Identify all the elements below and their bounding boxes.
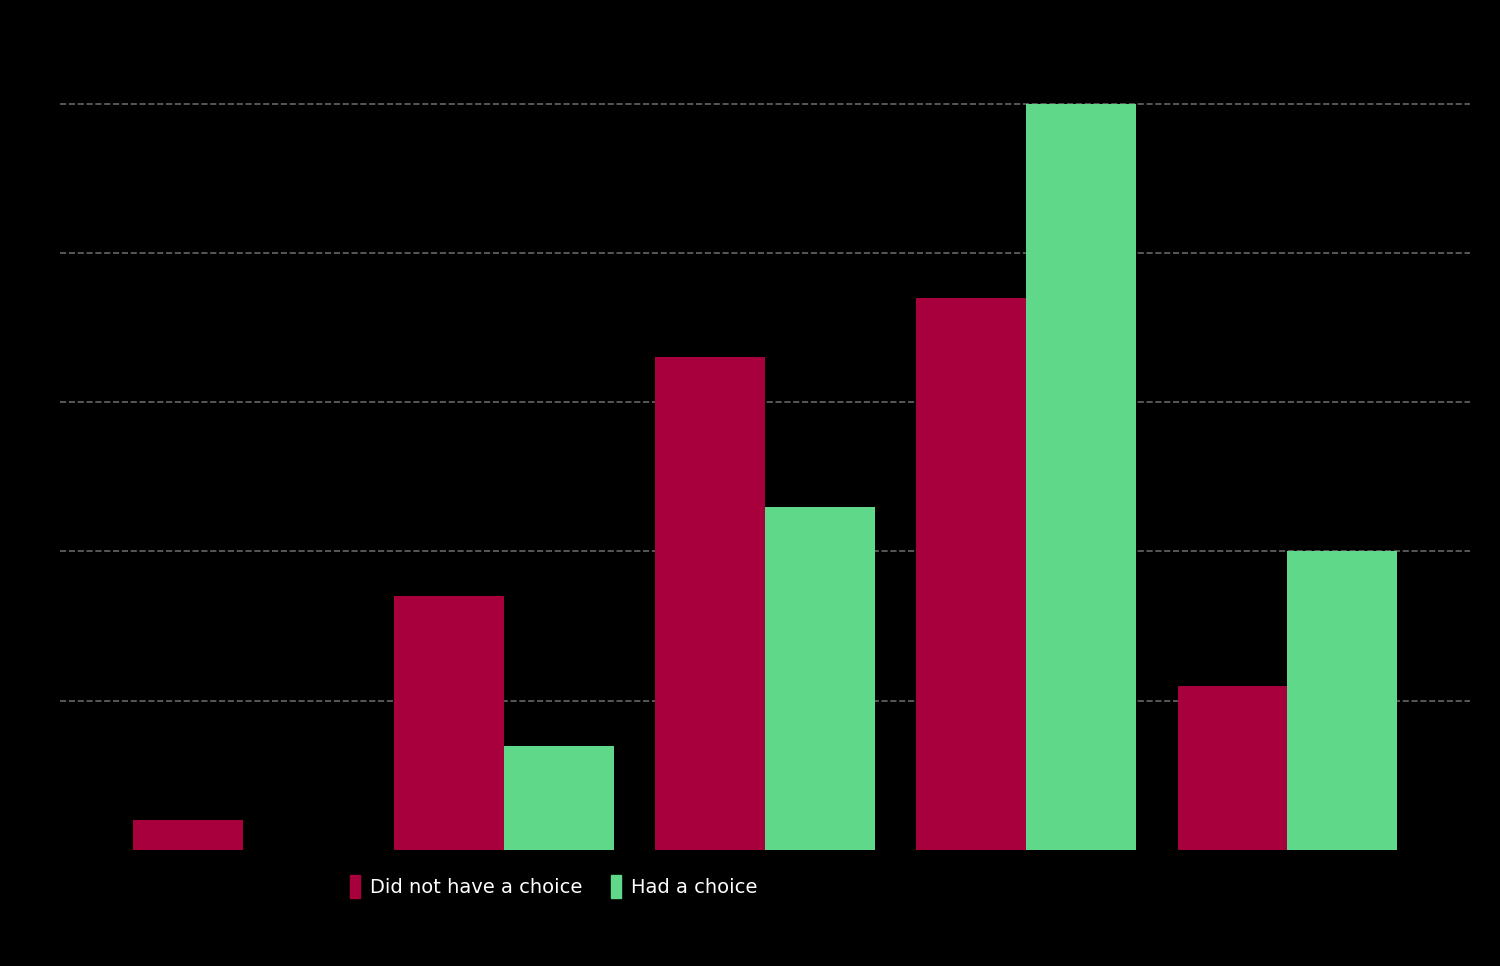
Bar [1026, 103, 1136, 850]
Bar [765, 507, 874, 850]
Bar [656, 357, 765, 850]
Bar [134, 820, 243, 850]
Bar [394, 596, 504, 850]
Bar [1287, 552, 1396, 850]
Bar [916, 298, 1026, 850]
Bar [1178, 686, 1287, 850]
Bar [504, 746, 614, 850]
Legend: Did not have a choice, Had a choice: Did not have a choice, Had a choice [342, 867, 765, 906]
